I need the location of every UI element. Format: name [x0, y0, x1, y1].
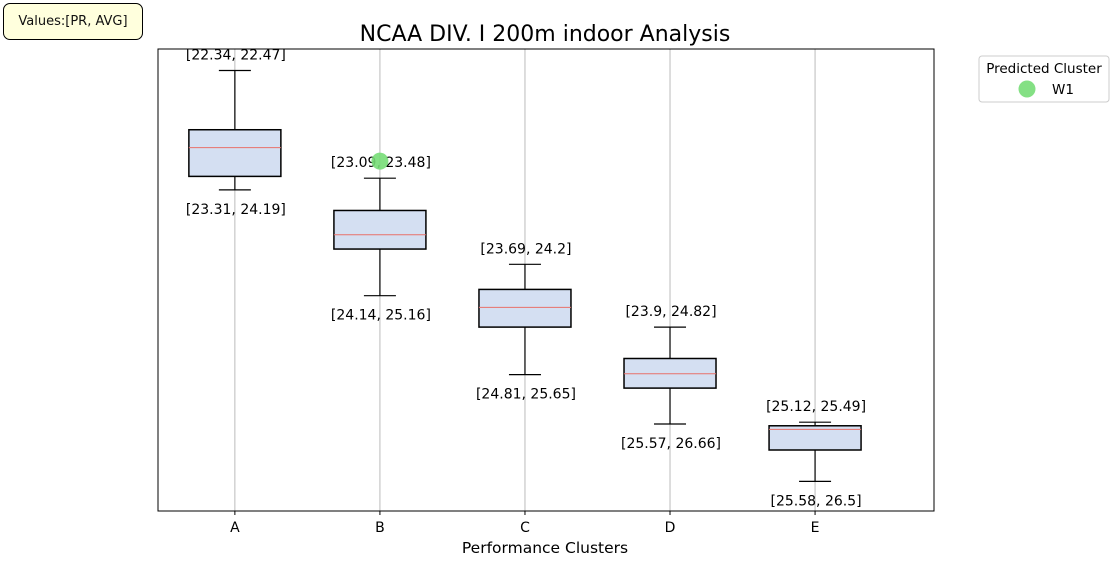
x-axis-title: Performance Clusters: [462, 539, 628, 557]
top-label-d: [23.9, 24.82]: [625, 304, 716, 320]
point-w1: [371, 152, 389, 170]
x-tick-label-a: A: [230, 520, 240, 536]
x-ticks: A B C D E: [230, 511, 819, 536]
bottom-label-a: [23.31, 24.19]: [186, 202, 286, 218]
legend-label-w1: W1: [1052, 82, 1074, 98]
chart-title: NCAA DIV. I 200m indoor Analysis: [360, 22, 731, 47]
plot-area-frame: [157, 48, 935, 512]
whisker-labels: [22.34, 22.47][23.31, 24.19][23.09, 23.4…: [186, 48, 866, 510]
x-tick-label-e: E: [811, 520, 820, 536]
legend-title: Predicted Cluster: [986, 61, 1102, 77]
bottom-label-d: [25.57, 26.66]: [621, 436, 721, 452]
bottom-label-e: [25.58, 26.5]: [771, 493, 862, 509]
legend-marker-w1: [1018, 80, 1036, 98]
boxes-layer: [188, 69, 862, 482]
box-a: [188, 128, 282, 178]
top-label-c: [23.69, 24.2]: [480, 241, 571, 257]
x-tick-label-d: D: [665, 520, 676, 536]
x-tick-label-c: C: [520, 520, 530, 536]
box-c: [478, 288, 572, 328]
legend-frame: [978, 55, 1110, 103]
x-tick-label-b: B: [375, 520, 385, 536]
bottom-label-c: [24.81, 25.65]: [476, 387, 576, 403]
points-layer: [371, 152, 389, 170]
values-info-box: Values:[PR, AVG]: [3, 3, 143, 40]
values-info-text: Values:[PR, AVG]: [18, 14, 128, 29]
top-label-a: [22.34, 22.47]: [186, 48, 286, 64]
legend: Predicted Cluster W1: [978, 55, 1110, 103]
top-label-e: [25.12, 25.49]: [766, 399, 866, 415]
bottom-label-b: [24.14, 25.16]: [331, 308, 431, 324]
box-b: [333, 209, 427, 250]
